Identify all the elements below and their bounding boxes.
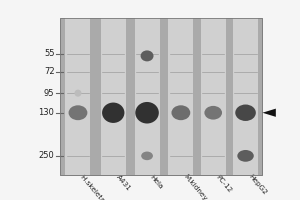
Ellipse shape — [235, 105, 256, 121]
Bar — [65, 18, 91, 175]
Ellipse shape — [204, 106, 222, 120]
Bar — [60, 18, 262, 175]
Bar — [60, 18, 262, 175]
Text: A431: A431 — [115, 174, 131, 192]
Text: H.skeletal muscle: H.skeletal muscle — [80, 174, 125, 200]
Text: HepG2: HepG2 — [247, 174, 268, 196]
Ellipse shape — [135, 102, 159, 124]
Text: 55: 55 — [44, 49, 55, 58]
Ellipse shape — [102, 103, 124, 123]
Ellipse shape — [69, 105, 87, 120]
Text: Hela: Hela — [148, 174, 164, 190]
Ellipse shape — [141, 50, 154, 61]
Text: 72: 72 — [44, 67, 55, 76]
Bar — [233, 18, 258, 175]
Ellipse shape — [141, 152, 153, 160]
Bar — [135, 18, 160, 175]
Ellipse shape — [74, 90, 82, 97]
Text: 130: 130 — [39, 108, 55, 117]
Bar — [201, 18, 226, 175]
Text: M.kidney: M.kidney — [182, 174, 208, 200]
Bar — [168, 18, 194, 175]
Ellipse shape — [237, 150, 254, 162]
Bar — [101, 18, 126, 175]
Ellipse shape — [172, 105, 190, 120]
Text: 95: 95 — [44, 89, 55, 98]
Text: 250: 250 — [39, 151, 55, 160]
Text: PC-12: PC-12 — [215, 174, 233, 194]
Polygon shape — [262, 109, 276, 117]
